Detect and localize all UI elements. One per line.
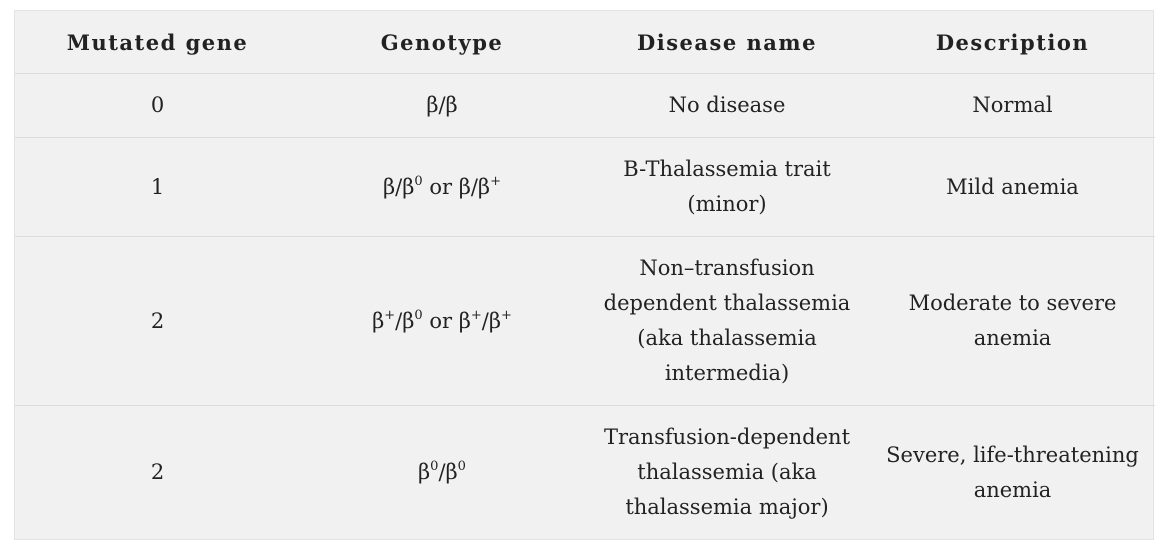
genotype-text: β [372,308,385,333]
genotype-superscript: + [500,307,512,323]
description-cell: Normal [870,73,1155,138]
table-row: 0 β/β No disease Normal [15,73,1155,138]
mutated-gene-cell: 1 [15,137,300,237]
genotype-text: β/β [426,93,458,117]
header-row: Mutated gene Genotype Disease name Descr… [15,11,1155,74]
genotype-text: /β [438,460,458,484]
description-cell: Mild anemia [870,137,1155,237]
genotype-text: β/β [383,174,415,199]
header-mutated-gene: Mutated gene [15,11,300,74]
genotype-cell: β+/β0 or β+/β+ [300,236,584,406]
genotype-superscript: 0 [414,307,423,323]
disease-name-cell: Transfusion-dependent thalassemia (aka t… [603,425,851,519]
genotype-text: /β [395,308,415,333]
genotype-superscript: 0 [457,459,466,474]
genotype-superscript: 0 [414,173,423,189]
genotype-text: or β [422,308,471,333]
header-disease-name: Disease name [584,11,870,74]
data-table: Mutated gene Genotype Disease name Descr… [15,11,1155,539]
mutated-gene-cell: 2 [150,460,165,484]
mutated-gene-cell: 0 [15,73,300,138]
genotype-text: β [418,460,431,484]
genotype-cell: β0/β0 [300,406,584,540]
table-row: 2 β0/β0 Transfusion-dependent thalassemi… [15,406,1155,540]
disease-name-cell: B-Thalassemia trait (minor) [584,137,870,237]
description-cell: Severe, life-threatening anemia [886,442,1139,502]
mutated-gene-cell: 2 [15,236,300,406]
disease-name-cell: Non–transfusion dependent thalassemia (a… [584,236,870,406]
header-genotype: Genotype [300,11,584,74]
header-description: Description [870,11,1155,74]
genotype-superscript: + [384,307,396,323]
table-row: 2 β+/β0 or β+/β+ Non–transfusion depende… [15,236,1155,406]
genotype-superscript: 0 [430,459,439,474]
genotype-cell: β/β0 or β/β+ [300,137,584,237]
genotype-cell: β/β [300,73,584,138]
genotype-text: /β [481,308,501,333]
description-cell: Moderate to severe anemia [870,236,1155,406]
genotype-superscript: + [470,307,482,323]
genotype-superscript: + [490,173,501,189]
table-row: 1 β/β0 or β/β+ B-Thalassemia trait (mino… [15,137,1155,237]
genotype-text: or β/β [422,174,491,199]
disease-name-cell: No disease [584,73,870,138]
thalassemia-table: Mutated gene Genotype Disease name Descr… [14,10,1155,540]
